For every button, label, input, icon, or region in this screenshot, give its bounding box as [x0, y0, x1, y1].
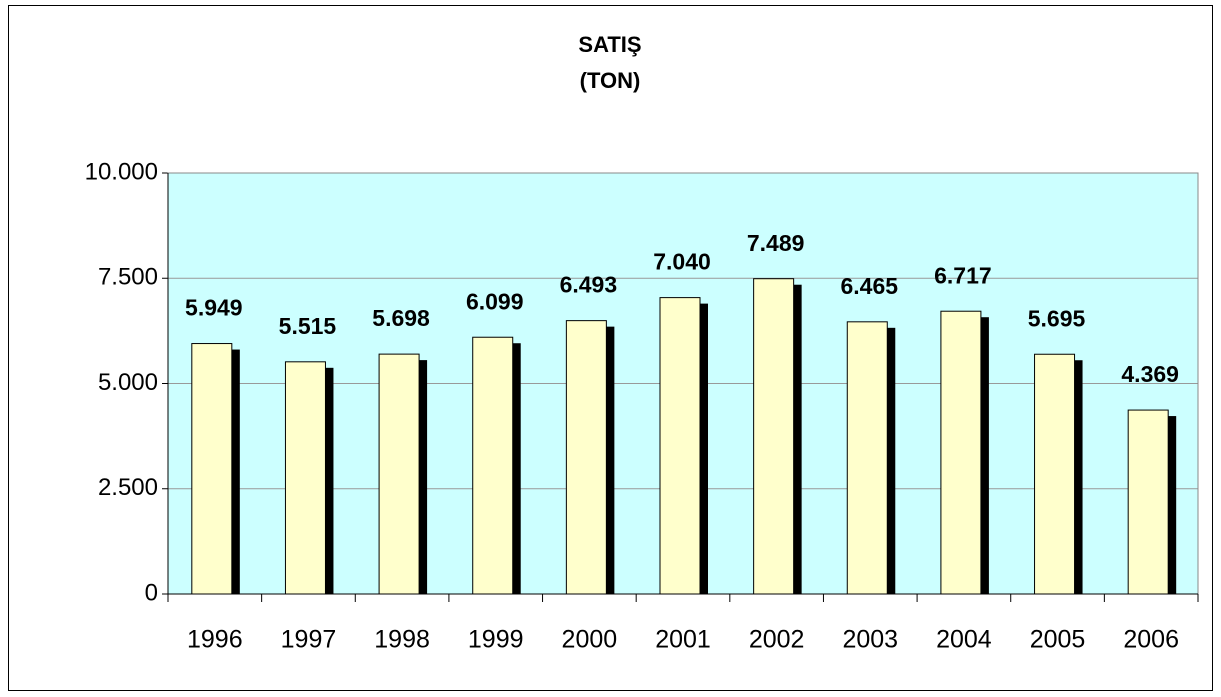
bar: [472, 336, 514, 595]
x-tick-label: 1996: [187, 626, 243, 654]
value-label: 5.949: [185, 295, 243, 321]
value-label: 7.489: [747, 230, 805, 256]
bar: [659, 297, 701, 595]
bar: [1034, 353, 1076, 595]
x-tick-label: 2002: [749, 626, 805, 654]
value-label: 6.717: [934, 262, 992, 288]
y-tick-label: 5.000: [98, 369, 158, 396]
chart-title: SATIŞ: [578, 32, 641, 57]
bar: [378, 353, 420, 595]
x-tick-label: 2005: [1030, 626, 1086, 654]
x-tick-label: 1999: [468, 626, 524, 654]
value-label: 5.515: [279, 313, 337, 339]
x-tick-label: 2006: [1123, 626, 1179, 654]
x-tick-label: 2003: [842, 626, 898, 654]
bar: [753, 278, 795, 595]
value-label: 6.099: [466, 288, 524, 314]
y-tick-label: 7.500: [98, 264, 158, 291]
x-tick-label: 2004: [936, 626, 992, 654]
y-tick-label: 10.000: [85, 158, 158, 185]
value-label: 7.040: [653, 249, 711, 275]
value-label: 4.369: [1121, 361, 1179, 387]
bar: [191, 343, 233, 595]
bar: [940, 310, 982, 595]
x-tick-label: 2000: [562, 626, 618, 654]
y-tick-label: 0: [145, 579, 158, 606]
bar: [846, 321, 888, 595]
chart-subtitle: (TON): [580, 68, 641, 93]
bar: [565, 320, 607, 595]
value-label: 5.698: [372, 305, 430, 331]
value-label: 6.465: [840, 273, 898, 299]
bar: [284, 361, 326, 595]
value-label: 5.695: [1028, 305, 1086, 331]
x-tick-label: 1998: [374, 626, 430, 654]
x-tick-label: 1997: [281, 626, 337, 654]
y-tick-label: 2.500: [98, 474, 158, 501]
bar: [1127, 409, 1169, 595]
x-tick-label: 2001: [655, 626, 711, 654]
value-label: 6.493: [560, 272, 618, 298]
